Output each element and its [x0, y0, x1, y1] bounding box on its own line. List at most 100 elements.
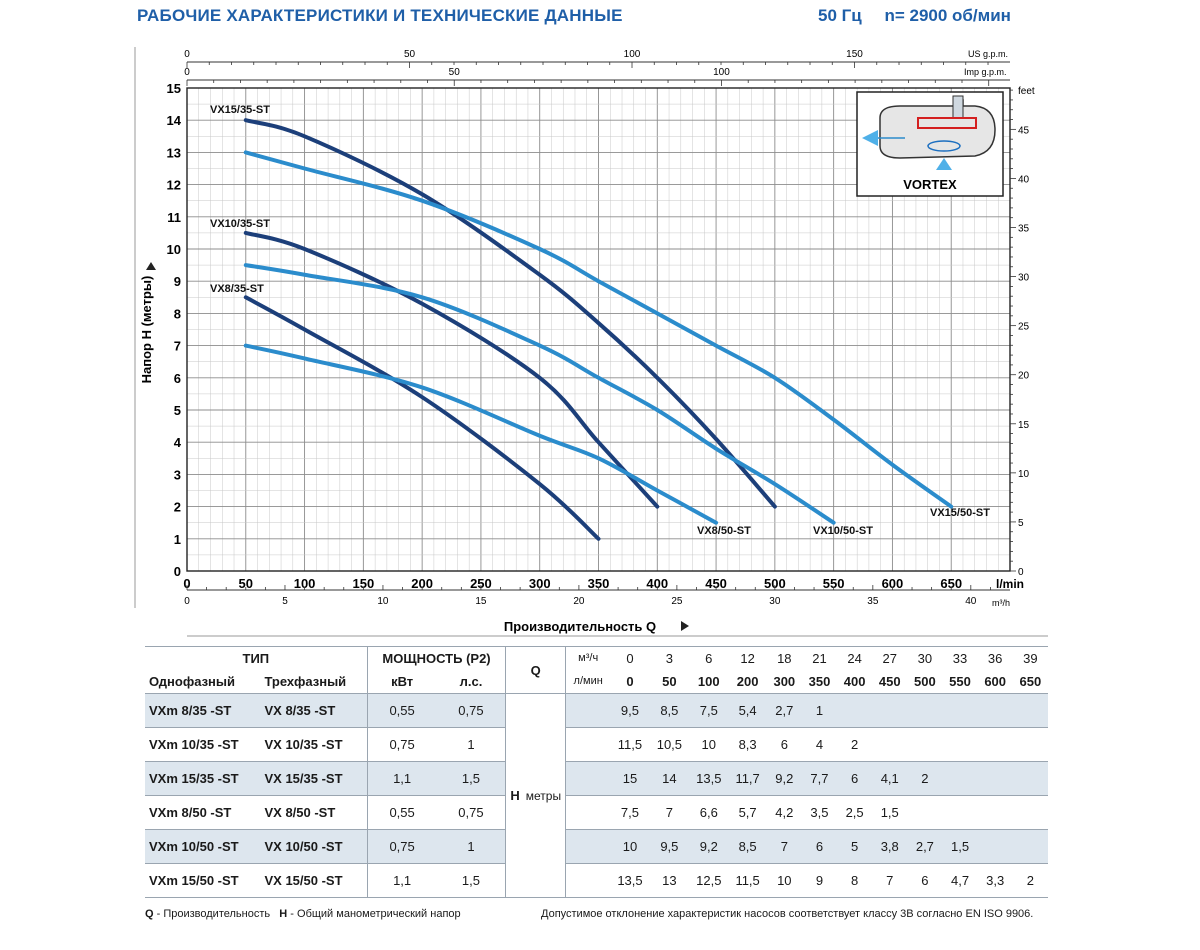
m3h-tick-label: 35 [867, 596, 879, 607]
q-l-2: 100 [697, 673, 720, 689]
x-tick-label: 200 [411, 576, 433, 591]
x-tick-label: 450 [705, 576, 727, 591]
head-value: 9,5 [610, 693, 650, 728]
curve-vx10-35-st [243, 230, 660, 509]
power-hp: 1 [436, 829, 506, 864]
imp-tick-label: 100 [713, 67, 730, 78]
row-spacer [565, 795, 611, 830]
head-value: 8,5 [728, 829, 767, 864]
spec-table-wrap: ТИП МОЩНОСТЬ (P2) Q м³/ч 0 3 6 12 18 21 … [145, 646, 1048, 898]
q-m3-0: 0 [626, 650, 634, 666]
single-phase-model: VXm 8/35 -ST [145, 693, 261, 728]
head-value: 5 [837, 829, 873, 864]
y-tick-label: 13 [167, 145, 181, 160]
head-value: 8,5 [649, 693, 690, 728]
power-hp: 0,75 [458, 805, 484, 820]
q-l-9: 550 [949, 673, 971, 689]
x-tick-label: 650 [940, 576, 962, 591]
head-value [978, 728, 1013, 762]
x-tick-label: 0 [183, 576, 190, 591]
single-phase-model: VXm 8/50 -ST [149, 805, 232, 820]
m3h-tick-label: 20 [573, 596, 585, 607]
footer-q-key: Q [145, 908, 154, 920]
head-value: 2 [1026, 873, 1034, 888]
row-spacer [565, 693, 611, 728]
x-tick-label: 400 [646, 576, 668, 591]
h-unit: метры [525, 789, 562, 803]
head-value: 7,5 [620, 805, 639, 820]
feet-tick-label: 30 [1018, 273, 1030, 284]
single-phase-model: VXm 10/50 -ST [145, 829, 261, 864]
footer-legend: Q - Производительность H - Общий маномет… [145, 908, 461, 920]
x-tick-label: 150 [353, 576, 375, 591]
q-l-3: 200 [736, 673, 759, 689]
head-value: 4,1 [872, 761, 908, 796]
feet-tick-label: 35 [1018, 224, 1030, 235]
spec-table: ТИП МОЩНОСТЬ (P2) Q м³/ч 0 3 6 12 18 21 … [145, 646, 1048, 898]
imp-unit-label: Imp g.p.m. [964, 67, 1007, 77]
q-l-8: 500 [914, 673, 936, 689]
single-phase-model: VXm 10/35 -ST [149, 737, 239, 752]
curve-label: VX15/50-ST [930, 507, 990, 519]
power-hp: 1 [467, 737, 475, 752]
y-tick-label: 8 [174, 306, 181, 321]
head-value: 9,2 [689, 829, 729, 864]
head-value [942, 796, 977, 830]
head-value [1012, 761, 1048, 796]
feet-tick-label: 40 [1018, 174, 1030, 185]
head-value [942, 728, 977, 762]
x-tick-label: 300 [529, 576, 551, 591]
head-value [978, 796, 1013, 830]
head-value: 7 [886, 873, 894, 888]
q-l-10: 600 [984, 673, 1007, 689]
head-value: 3,8 [872, 829, 908, 864]
head-value: 13 [662, 873, 677, 888]
curve-vx8-35-st [243, 295, 601, 541]
imp-tick-label: 0 [184, 67, 190, 78]
head-value: 11,5 [735, 873, 760, 888]
head-value: 2,7 [766, 693, 802, 728]
y-tick-label: 11 [167, 210, 181, 225]
footer-q-text: - Производительность [153, 908, 271, 920]
feet-tick-label: 10 [1018, 469, 1030, 480]
table-row: VXm 15/50 -ST VX 15/50 -ST 1,1 1,5 13,5 13 12,… [145, 863, 1048, 898]
three-phase-model: VX 15/35 -ST [260, 761, 368, 796]
head-value: 6 [837, 761, 873, 796]
head-value [942, 761, 978, 796]
y-axis-title: Напор H (метры) [139, 276, 154, 384]
y-axis-arrow-icon [146, 262, 156, 270]
head-value [1013, 728, 1048, 762]
x-axis-arrow-icon [681, 621, 689, 631]
m3h-tick-label: 25 [671, 596, 683, 607]
head-value [872, 728, 907, 762]
head-value: 6 [921, 873, 929, 888]
x-tick-label: 550 [823, 576, 845, 591]
three-phase-model: VX 8/35 -ST [260, 693, 368, 728]
q-unit-l: л/мин [565, 669, 611, 694]
q-label: Q [505, 646, 566, 694]
page-title: РАБОЧИЕ ХАРАКТЕРИСТИКИ И ТЕХНИЧЕСКИЕ ДАН… [137, 6, 623, 25]
q-l-0: 0 [626, 673, 634, 689]
curve-label: VX10/50-ST [813, 525, 873, 537]
vortex-swirl-icon [927, 140, 961, 152]
head-value: 4,2 [775, 805, 794, 820]
head-value: 7,7 [801, 761, 838, 796]
x-unit-label: l/min [996, 577, 1024, 591]
head-value: 8,3 [738, 737, 757, 752]
plot-frame [186, 87, 1011, 572]
head-value: 2 [850, 737, 859, 752]
y-tick-label: 15 [167, 81, 181, 96]
y-tick-label: 7 [174, 339, 181, 354]
head-value: 5,7 [738, 805, 757, 820]
x-tick-label: 50 [239, 576, 253, 591]
head-value: 8 [850, 873, 859, 888]
curve-vx8-50-st [243, 343, 719, 525]
row-spacer [565, 863, 611, 898]
head-value: 13,5 [617, 873, 643, 888]
q-l-7: 450 [878, 673, 901, 689]
us-tick-label: 0 [184, 49, 190, 60]
power-kw: 1,1 [366, 863, 437, 898]
q-m3-9: 33 [952, 650, 968, 666]
shaft-icon [952, 95, 964, 119]
m3h-tick-label: 0 [184, 596, 190, 607]
